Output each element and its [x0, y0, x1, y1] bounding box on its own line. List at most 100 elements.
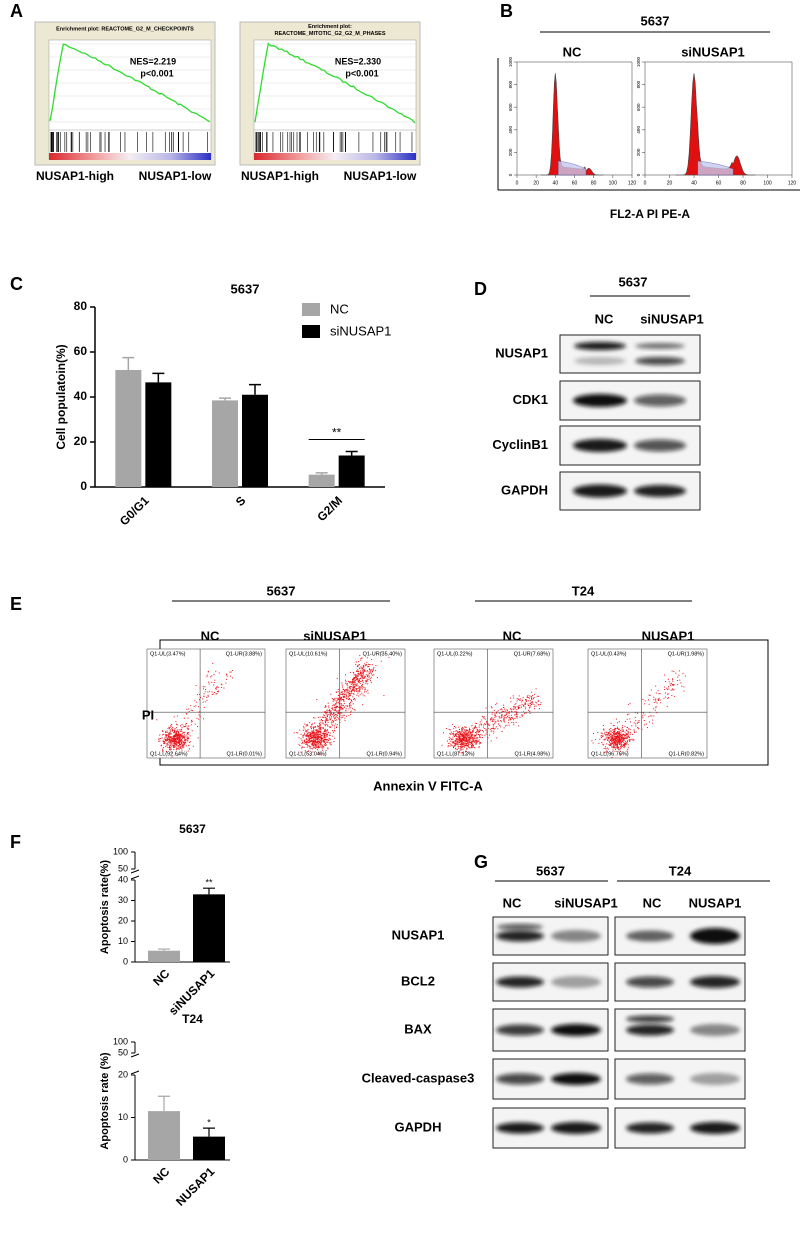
event [177, 736, 178, 737]
event [478, 732, 479, 733]
event [225, 683, 226, 684]
event [172, 731, 173, 732]
event [453, 733, 454, 734]
event [617, 722, 618, 723]
event [316, 744, 317, 745]
event [652, 723, 653, 724]
x-tick-label: 100 [763, 180, 772, 186]
event [336, 703, 337, 704]
event [639, 720, 640, 721]
event [617, 735, 618, 736]
event [358, 696, 359, 697]
event [332, 730, 333, 731]
blot-band [626, 1074, 674, 1085]
event [653, 716, 654, 717]
event [642, 729, 643, 730]
event [172, 741, 173, 742]
event [517, 718, 518, 719]
blot-panel [560, 335, 700, 373]
event [531, 699, 532, 700]
event [168, 727, 169, 728]
y-tick-label: 40 [74, 389, 88, 403]
event [315, 726, 316, 727]
event [500, 720, 501, 721]
event [449, 737, 450, 738]
event [187, 738, 188, 739]
event [628, 704, 629, 705]
event [626, 733, 627, 734]
event [525, 699, 526, 700]
y-tick-label: 50 [118, 863, 128, 873]
event [334, 738, 335, 739]
event [476, 727, 477, 728]
event [621, 746, 622, 747]
event [362, 675, 363, 676]
event [351, 693, 352, 694]
event [637, 713, 638, 714]
event [347, 683, 348, 684]
event [188, 751, 189, 752]
event [454, 736, 455, 737]
event [463, 746, 464, 747]
event [345, 710, 346, 711]
event [325, 725, 326, 726]
event [674, 696, 675, 697]
y-tick-label: 80 [74, 299, 88, 313]
event [335, 698, 336, 699]
event [313, 728, 314, 729]
event [337, 717, 338, 718]
event [307, 725, 308, 726]
event [325, 729, 326, 730]
event [181, 737, 182, 738]
event [191, 722, 192, 723]
event [462, 744, 463, 745]
event [518, 708, 519, 709]
event [158, 739, 159, 740]
event [459, 729, 460, 730]
event [462, 730, 463, 731]
event [460, 744, 461, 745]
event [466, 739, 467, 740]
event [214, 680, 215, 681]
event [373, 668, 374, 669]
event [347, 697, 348, 698]
event [325, 733, 326, 734]
y-tick-label: 400 [508, 126, 513, 134]
event [625, 726, 626, 727]
event [344, 703, 345, 704]
event [462, 746, 463, 747]
event [627, 734, 628, 735]
event [174, 745, 175, 746]
event [341, 707, 342, 708]
event [608, 749, 609, 750]
event [360, 688, 361, 689]
event [629, 718, 630, 719]
event [480, 743, 481, 744]
chart-title: T24 [182, 1012, 203, 1026]
event [363, 672, 364, 673]
event [494, 717, 495, 718]
event [313, 727, 314, 728]
event [531, 702, 532, 703]
event [485, 719, 486, 720]
event [311, 730, 312, 731]
event [602, 744, 603, 745]
event [315, 744, 316, 745]
event [370, 673, 371, 674]
x-tick-label: 20 [667, 180, 673, 186]
lane-label: NC [643, 895, 662, 910]
event [316, 732, 317, 733]
event [499, 716, 500, 717]
event [452, 733, 453, 734]
event [311, 727, 312, 728]
event [226, 674, 227, 675]
event [377, 677, 378, 678]
event [383, 695, 384, 696]
event [320, 744, 321, 745]
event [488, 723, 489, 724]
event [645, 701, 646, 702]
event [185, 740, 186, 741]
event [624, 738, 625, 739]
event [333, 716, 334, 717]
event [330, 735, 331, 736]
